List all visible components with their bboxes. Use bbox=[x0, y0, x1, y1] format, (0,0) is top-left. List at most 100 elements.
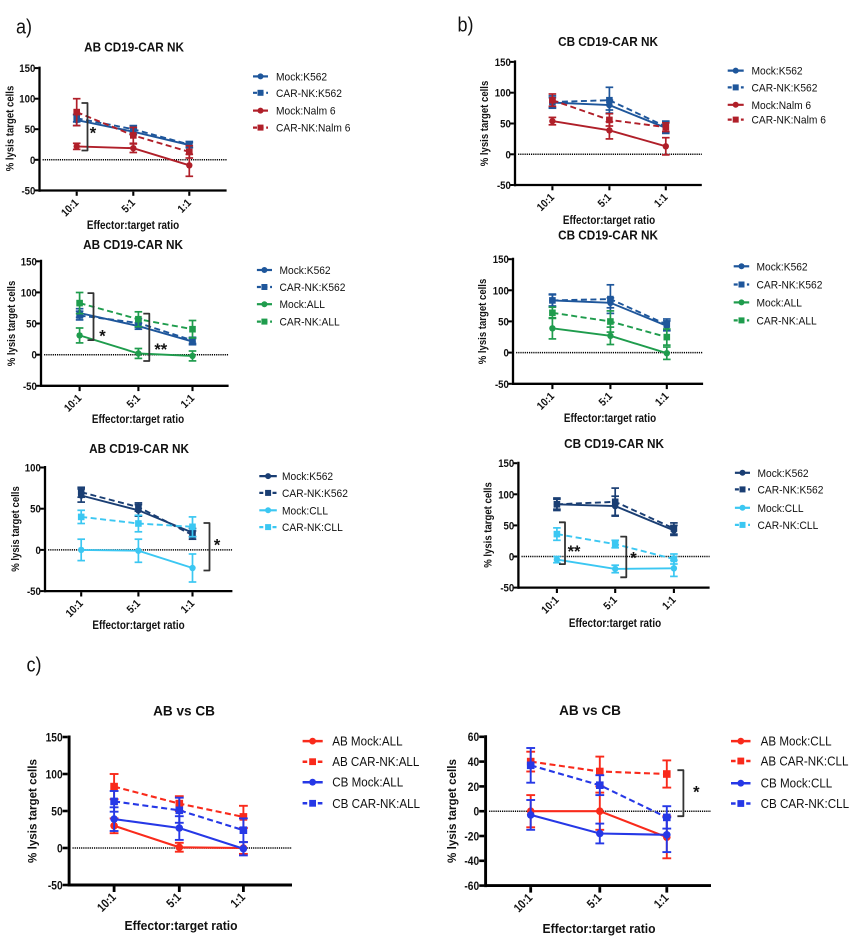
svg-text:100: 100 bbox=[21, 288, 37, 300]
svg-text:AB vs CB: AB vs CB bbox=[559, 703, 621, 718]
svg-text:CB CD19-CAR NK: CB CD19-CAR NK bbox=[558, 228, 658, 242]
svg-text:50: 50 bbox=[51, 806, 62, 819]
svg-text:CAR-NK:Nalm 6: CAR-NK:Nalm 6 bbox=[752, 114, 826, 126]
svg-text:CB Mock:ALL: CB Mock:ALL bbox=[332, 775, 403, 789]
svg-text:CAR-NK:CLL: CAR-NK:CLL bbox=[282, 522, 343, 534]
svg-text:-50: -50 bbox=[497, 180, 511, 192]
svg-text:% lysis target cells: % lysis target cells bbox=[478, 278, 490, 364]
svg-text:50: 50 bbox=[500, 119, 511, 131]
svg-text:CAR-NK:K562: CAR-NK:K562 bbox=[752, 82, 818, 94]
svg-text:Mock:K562: Mock:K562 bbox=[758, 467, 809, 479]
svg-text:AB vs CB: AB vs CB bbox=[153, 703, 215, 718]
svg-text:0: 0 bbox=[473, 806, 479, 819]
svg-text:Effector:target ratio: Effector:target ratio bbox=[569, 617, 662, 630]
svg-text:CAR-NK:Nalm 6: CAR-NK:Nalm 6 bbox=[276, 122, 350, 134]
svg-text:-40: -40 bbox=[464, 855, 479, 868]
svg-text:150: 150 bbox=[46, 732, 63, 745]
svg-text:*: * bbox=[630, 550, 637, 568]
svg-text:Effector:target ratio: Effector:target ratio bbox=[92, 619, 185, 632]
svg-text:Mock:Nalm 6: Mock:Nalm 6 bbox=[276, 105, 336, 117]
svg-text:50: 50 bbox=[504, 521, 515, 533]
svg-text:AB Mock:ALL: AB Mock:ALL bbox=[332, 734, 403, 748]
svg-text:-60: -60 bbox=[464, 880, 479, 893]
svg-text:50: 50 bbox=[26, 319, 37, 331]
svg-text:CAR-NK:K562: CAR-NK:K562 bbox=[280, 282, 346, 294]
svg-text:CAR-NK:ALL: CAR-NK:ALL bbox=[280, 316, 340, 328]
svg-text:Mock:K562: Mock:K562 bbox=[280, 265, 331, 277]
svg-text:CB CAR-NK:CLL: CB CAR-NK:CLL bbox=[761, 797, 850, 811]
svg-text:Effector:target ratio: Effector:target ratio bbox=[564, 412, 657, 425]
svg-text:150: 150 bbox=[493, 255, 509, 267]
svg-text:0: 0 bbox=[31, 350, 37, 362]
svg-text:CB CD19-CAR NK: CB CD19-CAR NK bbox=[564, 437, 664, 451]
svg-text:% lysis target cells: % lysis target cells bbox=[5, 85, 17, 171]
svg-text:-50: -50 bbox=[495, 379, 509, 391]
svg-text:-50: -50 bbox=[23, 381, 37, 393]
svg-text:Mock:ALL: Mock:ALL bbox=[280, 299, 326, 311]
svg-text:0: 0 bbox=[30, 155, 36, 167]
svg-text:60: 60 bbox=[468, 731, 479, 744]
svg-text:AB CAR-NK:ALL: AB CAR-NK:ALL bbox=[332, 755, 419, 769]
svg-text:100: 100 bbox=[46, 769, 63, 782]
svg-text:0: 0 bbox=[35, 545, 41, 557]
svg-text:*: * bbox=[214, 537, 221, 555]
svg-text:CAR-NK:K562: CAR-NK:K562 bbox=[282, 488, 348, 500]
svg-text:Effector:target ratio: Effector:target ratio bbox=[124, 919, 238, 933]
svg-text:-20: -20 bbox=[464, 831, 479, 844]
svg-text:Mock:K562: Mock:K562 bbox=[757, 261, 808, 273]
svg-text:0: 0 bbox=[503, 348, 509, 360]
svg-text:Effector:target ratio: Effector:target ratio bbox=[542, 922, 656, 936]
svg-text:% lysis target cells: % lysis target cells bbox=[480, 80, 492, 166]
svg-text:CAR-NK:CLL: CAR-NK:CLL bbox=[758, 520, 819, 532]
svg-text:% lysis target cells: % lysis target cells bbox=[6, 280, 18, 366]
svg-text:AB CD19-CAR NK: AB CD19-CAR NK bbox=[89, 442, 189, 456]
svg-text:Mock:CLL: Mock:CLL bbox=[282, 505, 328, 517]
svg-text:CB CAR-NK:ALL: CB CAR-NK:ALL bbox=[332, 796, 420, 810]
svg-text:% lysis target cells: % lysis target cells bbox=[25, 759, 39, 863]
svg-text:Mock:K562: Mock:K562 bbox=[276, 71, 327, 83]
svg-text:Effector:target ratio: Effector:target ratio bbox=[563, 214, 656, 227]
svg-text:150: 150 bbox=[495, 57, 511, 69]
svg-text:50: 50 bbox=[30, 504, 41, 516]
svg-text:Effector:target ratio: Effector:target ratio bbox=[87, 219, 180, 232]
svg-text:100: 100 bbox=[498, 490, 514, 502]
svg-text:AB CAR-NK:CLL: AB CAR-NK:CLL bbox=[761, 754, 849, 768]
svg-text:40: 40 bbox=[468, 756, 479, 769]
svg-text:100: 100 bbox=[495, 88, 511, 100]
svg-text:CAR-NK:ALL: CAR-NK:ALL bbox=[757, 315, 817, 327]
svg-text:AB CD19-CAR NK: AB CD19-CAR NK bbox=[84, 40, 184, 54]
svg-text:Mock:ALL: Mock:ALL bbox=[757, 297, 803, 309]
svg-text:c): c) bbox=[27, 655, 42, 677]
svg-text:20: 20 bbox=[468, 781, 479, 794]
svg-text:-50: -50 bbox=[500, 583, 514, 595]
svg-text:*: * bbox=[99, 328, 106, 346]
svg-text:0: 0 bbox=[509, 552, 515, 564]
svg-text:150: 150 bbox=[498, 459, 514, 471]
svg-text:100: 100 bbox=[25, 463, 41, 475]
svg-text:Effector:target ratio: Effector:target ratio bbox=[92, 413, 185, 426]
svg-text:AB Mock:CLL: AB Mock:CLL bbox=[761, 734, 832, 748]
svg-text:% lysis target cells: % lysis target cells bbox=[445, 759, 459, 863]
svg-text:Mock:CLL: Mock:CLL bbox=[758, 502, 804, 514]
svg-text:100: 100 bbox=[493, 286, 509, 298]
svg-text:-50: -50 bbox=[48, 880, 63, 893]
svg-text:Mock:K562: Mock:K562 bbox=[282, 471, 333, 483]
svg-text:CB Mock:CLL: CB Mock:CLL bbox=[761, 776, 833, 790]
svg-text:50: 50 bbox=[498, 317, 509, 329]
svg-text:-50: -50 bbox=[27, 587, 41, 599]
svg-text:0: 0 bbox=[505, 150, 511, 162]
svg-text:b): b) bbox=[458, 15, 474, 37]
svg-text:150: 150 bbox=[19, 64, 35, 76]
svg-text:*: * bbox=[693, 784, 700, 802]
svg-text:% lysis target cells: % lysis target cells bbox=[10, 486, 22, 572]
svg-text:CAR-NK:K562: CAR-NK:K562 bbox=[758, 484, 824, 496]
svg-text:% lysis target cells: % lysis target cells bbox=[483, 482, 495, 568]
svg-text:**: ** bbox=[568, 543, 581, 561]
svg-text:-50: -50 bbox=[21, 186, 35, 198]
svg-text:150: 150 bbox=[21, 257, 37, 269]
svg-text:a): a) bbox=[16, 17, 32, 39]
svg-text:*: * bbox=[90, 125, 97, 143]
svg-text:50: 50 bbox=[25, 125, 36, 137]
svg-text:Mock:Nalm 6: Mock:Nalm 6 bbox=[752, 99, 812, 111]
svg-text:0: 0 bbox=[57, 843, 63, 856]
